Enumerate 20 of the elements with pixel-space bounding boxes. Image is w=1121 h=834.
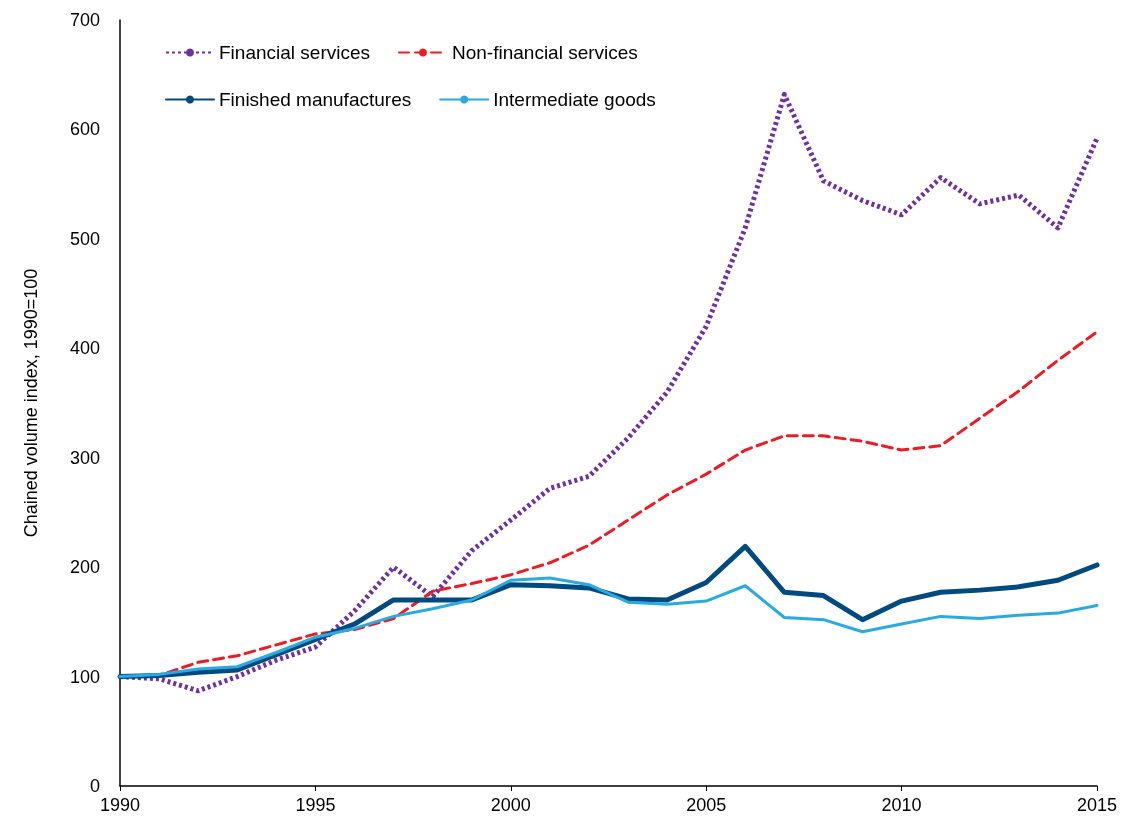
legend-label: Intermediate goods xyxy=(493,89,656,110)
x-tick-label: 1995 xyxy=(295,795,336,815)
y-tick-label: 400 xyxy=(69,338,100,359)
x-tick-label: 2010 xyxy=(881,795,922,815)
y-tick-label: 300 xyxy=(69,447,100,468)
y-tick-label: 0 xyxy=(89,776,100,796)
y-tick-label: 700 xyxy=(69,10,100,30)
legend-label: Financial services xyxy=(219,42,370,63)
y-tick-label: 600 xyxy=(69,119,100,140)
legend-label: Non-financial services xyxy=(452,42,638,63)
x-tick-label: 2000 xyxy=(490,795,531,815)
x-tick-label: 2005 xyxy=(686,795,727,815)
line-series xyxy=(118,576,1099,679)
y-tick-label: 200 xyxy=(69,557,100,578)
x-tick-label: 2015 xyxy=(1076,795,1118,815)
legend-label: Finished manufactures xyxy=(219,89,412,110)
y-axis-title: Chained volume index, 1990=100 xyxy=(21,268,41,538)
y-tick-label: 100 xyxy=(69,666,100,687)
x-tick-label: 1990 xyxy=(99,795,141,815)
y-tick-label: 500 xyxy=(69,228,100,249)
